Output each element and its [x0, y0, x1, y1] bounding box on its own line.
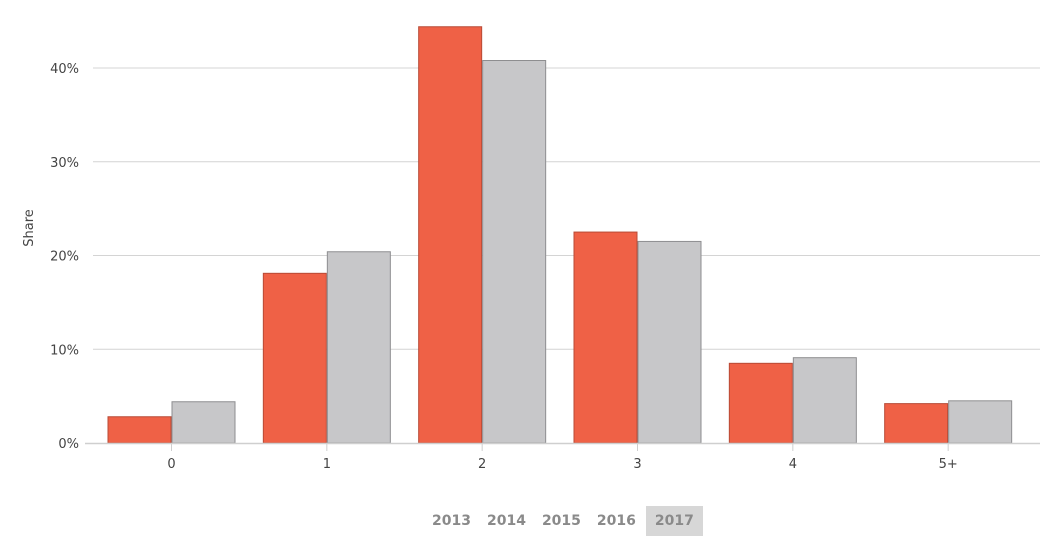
y-axis-title: Share: [22, 209, 37, 247]
year-button-2014[interactable]: 2014: [486, 513, 526, 529]
x-tick-label: 5+: [939, 457, 958, 472]
x-tick-label: 3: [633, 457, 641, 472]
x-axis: 0 1 2 3 4 5+: [85, 442, 1040, 472]
y-tick-label: 40%: [50, 62, 79, 77]
x-tick-label: 0: [167, 457, 175, 472]
bar-4-series-1[interactable]: [728, 362, 793, 444]
bar-0-series-2[interactable]: [171, 401, 236, 444]
bar-0-series-1[interactable]: [107, 416, 172, 444]
bar-5+-series-2[interactable]: [948, 400, 1013, 444]
bars: [107, 26, 1013, 444]
grid-lines: [93, 67, 1040, 350]
x-tick-label: 2: [478, 457, 486, 472]
bar-2-series-2[interactable]: [482, 60, 547, 444]
bar-1-series-2[interactable]: [326, 251, 391, 444]
x-tick-label: 1: [323, 457, 331, 472]
year-button-2013[interactable]: 2013: [432, 513, 471, 529]
year-button-2016[interactable]: 2016: [596, 513, 636, 529]
y-tick-label: 0%: [58, 437, 79, 452]
year-button-2017[interactable]: 2017: [645, 506, 703, 536]
y-tick-label: 10%: [50, 343, 79, 358]
year-selector: 2013 2014 2015 2016 2017: [426, 506, 707, 536]
bar-5+-series-1[interactable]: [884, 403, 949, 444]
x-tick-label: 4: [789, 457, 797, 472]
bar-4-series-2[interactable]: [792, 357, 857, 444]
bar-3-series-2[interactable]: [637, 240, 702, 444]
year-button-2015[interactable]: 2015: [541, 513, 581, 529]
bar-3-series-1[interactable]: [573, 231, 638, 444]
y-tick-label: 20%: [50, 250, 79, 265]
y-axis-tick-labels: 0% 10% 20% 30% 40%: [50, 62, 79, 452]
y-tick-label: 30%: [50, 156, 79, 171]
bar-1-series-1[interactable]: [262, 272, 327, 444]
bar-chart: 0% 10% 20% 30% 40% 0 1 2 3 4 5+ Share: [22, 26, 1040, 472]
bar-2-series-1[interactable]: [418, 26, 483, 444]
